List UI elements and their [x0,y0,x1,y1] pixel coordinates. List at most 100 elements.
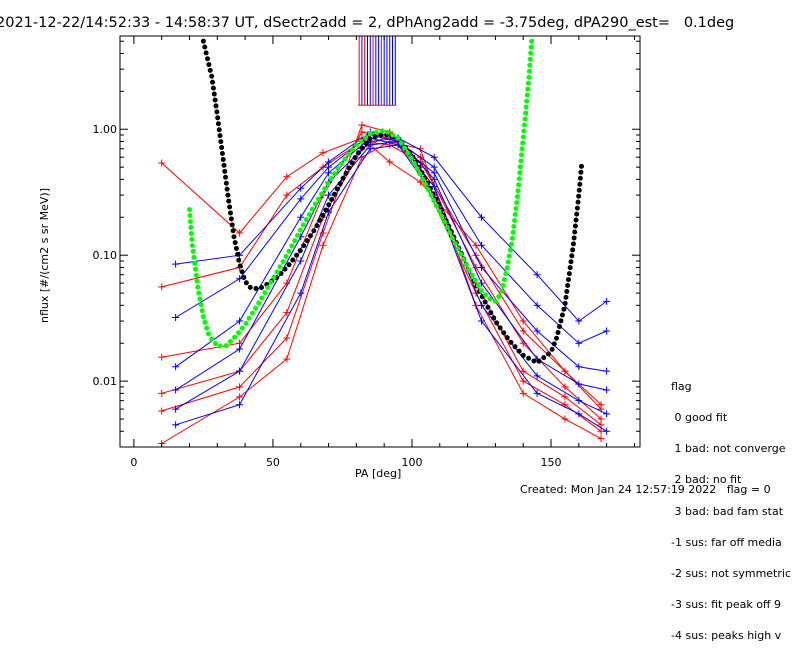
data-point-blue [172,260,180,268]
data-point-blue [575,339,583,347]
data-point-blue [297,213,305,221]
data-point-blue [533,271,541,279]
data-point-blue [430,169,438,177]
data-point-red [519,389,527,397]
data-point-red [283,355,291,363]
data-point-blue [430,175,438,183]
data-point-blue [575,317,583,325]
data-point-blue [366,145,374,153]
data-point-blue [297,257,305,265]
data-point-blue [325,169,333,177]
legend-item: -1 sus: far off media [671,535,782,549]
x-tick-label: 50 [266,456,280,469]
data-point-red [283,191,291,199]
x-tick-label: 100 [401,456,422,469]
data-point-blue [477,317,485,325]
data-point-blue [297,195,305,203]
legend-item: 0 good fit [671,411,728,425]
data-point-red [158,159,166,167]
y-tick-label: 0.10 [93,249,118,262]
data-point-red [319,229,327,237]
data-point-red [561,415,569,423]
data-point-blue [297,184,305,192]
data-point-red [236,383,244,391]
series-line-blue-7 [175,134,607,344]
data-point-red [561,367,569,375]
data-point-blue [477,213,485,221]
data-point-red [158,283,166,291]
data-point-blue [603,367,611,375]
data-point-blue [575,363,583,371]
legend-item: 3 bad: bad fam stat [671,504,784,518]
legend-item: 2 bad: no fit [671,473,742,487]
data-point-blue [236,345,244,353]
data-point-blue [477,301,485,309]
series-line-blue-11 [175,144,607,432]
series-line-blue-6 [175,131,607,322]
data-point-red [358,121,366,129]
legend-item: -2 sus: not symmetric [671,567,791,581]
data-point-blue [172,363,180,371]
data-point-red [283,309,291,317]
plot-frame [119,35,641,448]
y-axis-label: nflux [#/(cm2 s sr MeV)] [38,188,51,323]
data-point-red [158,353,166,361]
data-point-blue [236,367,244,375]
fit-curve-green [187,38,535,349]
data-point-blue [533,372,541,380]
chart-plot: 0 50 100 150 0.01 0.10 1.00 [93,35,641,469]
data-point-red [561,393,569,401]
data-point-blue [603,427,611,435]
data-point-red [597,421,605,429]
data-point-red [519,367,527,375]
data-layer [158,36,611,447]
data-point-blue [603,327,611,335]
data-point-red [319,241,327,249]
data-point-red [283,334,291,342]
axes-layer: 0 50 100 150 0.01 0.10 1.00 [93,35,641,469]
data-point-blue [603,297,611,305]
data-point-blue [603,410,611,418]
data-point-blue [172,405,180,413]
data-point-red [236,229,244,237]
data-point-red [386,158,394,166]
data-point-red [319,149,327,157]
series-line-red-4 [161,124,602,432]
data-point-blue [477,241,485,249]
data-point-blue [575,410,583,418]
data-point-blue [236,317,244,325]
data-point-blue [575,397,583,405]
data-point-blue [430,153,438,161]
data-point-blue [172,314,180,322]
data-point-blue [533,327,541,335]
data-point-blue [297,289,305,297]
x-axis-label: PA [deg] [355,467,402,480]
x-tick-label: 0 [130,456,137,469]
data-point-blue [477,263,485,271]
fit-curve-black [200,38,585,366]
data-point-red [561,383,569,391]
legend-item: -3 sus: fit peak off 9 [671,598,781,612]
created-timestamp: Created: Mon Jan 24 12:57:19 2022 flag =… [520,483,771,496]
data-point-blue [172,386,180,394]
legend-item: 1 bad: not converge [671,442,786,456]
data-point-blue [236,401,244,409]
legend-item: -4 sus: peaks high v [671,629,782,643]
data-point-red [519,317,527,325]
legend-title: flag [671,379,692,393]
data-point-red [236,393,244,401]
data-point-red [597,435,605,443]
y-tick-label: 1.00 [93,123,118,136]
data-point-red [283,173,291,181]
data-point-blue [533,389,541,397]
flag-legend: flag 0 good fit 1 bad: not converge 2 ba… [671,361,791,652]
data-point-blue [325,191,333,199]
x-tick-label: 150 [541,456,562,469]
y-tick-label: 0.01 [93,375,118,388]
data-point-red [158,389,166,397]
data-point-blue [603,386,611,394]
data-point-blue [575,380,583,388]
data-point-red [158,407,166,415]
data-point-red [519,327,527,335]
chart-title: 2021-12-22/14:52:33 - 14:58:37 UT, dSect… [0,15,735,31]
